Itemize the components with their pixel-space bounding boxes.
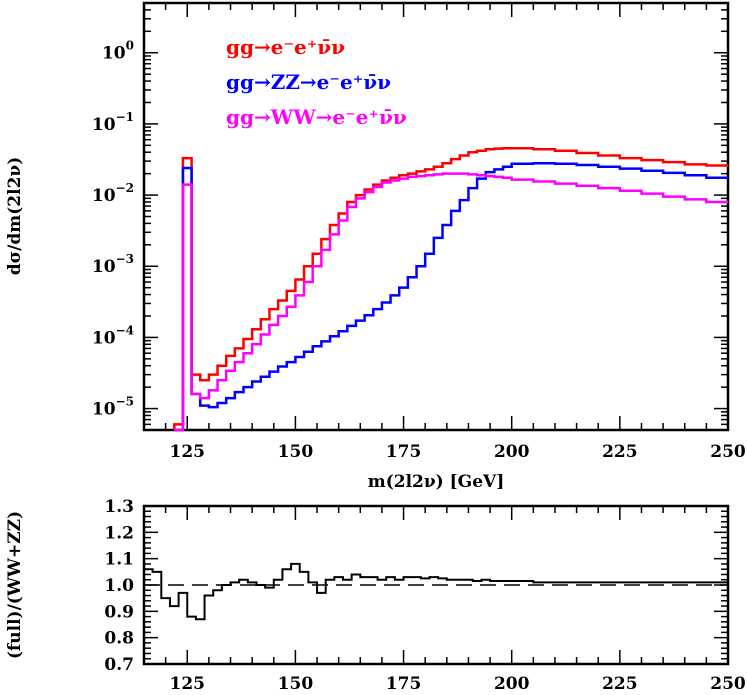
- ratio-y-tick-label: 1.2: [104, 523, 134, 543]
- ratio-y-axis-title: (full)/(WW+ZZ): [5, 511, 25, 659]
- ratio-x-tick-label: 250: [710, 674, 746, 694]
- ratio-series-line: [144, 562, 728, 621]
- legend: gg→e⁻e⁺ν̄ν gg→ZZ→e⁻e⁺ν̄ν gg→WW→e⁻e⁺ν̄ν: [226, 35, 407, 129]
- ratio-y-tick-label: 1.0: [104, 576, 134, 596]
- main-y-axis-title: dσ/dm(2l2ν): [5, 157, 25, 276]
- main-x-axis-title: m(2l2ν) [GeV]: [368, 472, 505, 492]
- legend-entry: gg→ZZ→e⁻e⁺ν̄ν: [226, 70, 391, 94]
- main-panel: 100 10−1 10−2 10−3 10−4 10−5 125 150 175 200 225 2…: [5, 1, 746, 492]
- main-y-tick-label: 10−5: [92, 395, 134, 420]
- ratio-x-tick-label: 125: [170, 674, 206, 694]
- main-x-tick-label: 225: [602, 442, 638, 462]
- main-y-tick-label: 10−3: [92, 252, 134, 277]
- ratio-panel: 0.7 0.8 0.9 1.0 1.1 1.2 1.3 125 150 175 200 225 250…: [5, 497, 746, 694]
- main-x-tick-labels: 125 150 175 200 225 250: [170, 442, 746, 462]
- main-x-tick-label: 250: [710, 442, 746, 462]
- legend-entry: gg→WW→e⁻e⁺ν̄ν: [226, 105, 407, 129]
- ratio-x-tick-label: 150: [278, 674, 314, 694]
- series-line-2: [174, 172, 728, 432]
- ratio-x-tick-label: 225: [602, 674, 638, 694]
- ratio-y-tick-label: 0.9: [104, 602, 134, 622]
- main-x-tick-label: 150: [278, 442, 314, 462]
- ratio-y-tick-labels: 0.7 0.8 0.9 1.0 1.1 1.2 1.3: [104, 497, 134, 675]
- main-series: [173, 146, 728, 432]
- ratio-x-tick-labels: 125 150 175 200 225 250: [170, 674, 746, 694]
- main-x-tick-label: 125: [170, 442, 206, 462]
- ratio-x-tick-label: 200: [494, 674, 530, 694]
- main-ticks: [143, 2, 729, 430]
- ratio-y-tick-label: 1.1: [104, 550, 134, 570]
- main-x-tick-label: 200: [494, 442, 530, 462]
- series-line-1: [174, 162, 728, 432]
- series-line-0: [173, 146, 728, 430]
- main-y-tick-label: 100: [102, 39, 134, 64]
- main-x-tick-label: 175: [386, 442, 422, 462]
- ratio-y-tick-label: 0.8: [104, 629, 134, 649]
- ratio-y-tick-label: 1.3: [104, 497, 134, 517]
- legend-entry: gg→e⁻e⁺ν̄ν: [226, 35, 345, 59]
- main-y-tick-labels: 100 10−1 10−2 10−3 10−4 10−5: [92, 39, 134, 420]
- main-y-tick-label: 10−4: [92, 323, 134, 348]
- main-y-tick-label: 10−1: [92, 110, 134, 135]
- main-plot-frame: [142, 1, 730, 432]
- ratio-y-tick-label: 0.7: [104, 655, 134, 675]
- main-y-tick-label: 10−2: [92, 181, 134, 206]
- ratio-x-tick-label: 175: [386, 674, 422, 694]
- ratio-series: [144, 562, 728, 621]
